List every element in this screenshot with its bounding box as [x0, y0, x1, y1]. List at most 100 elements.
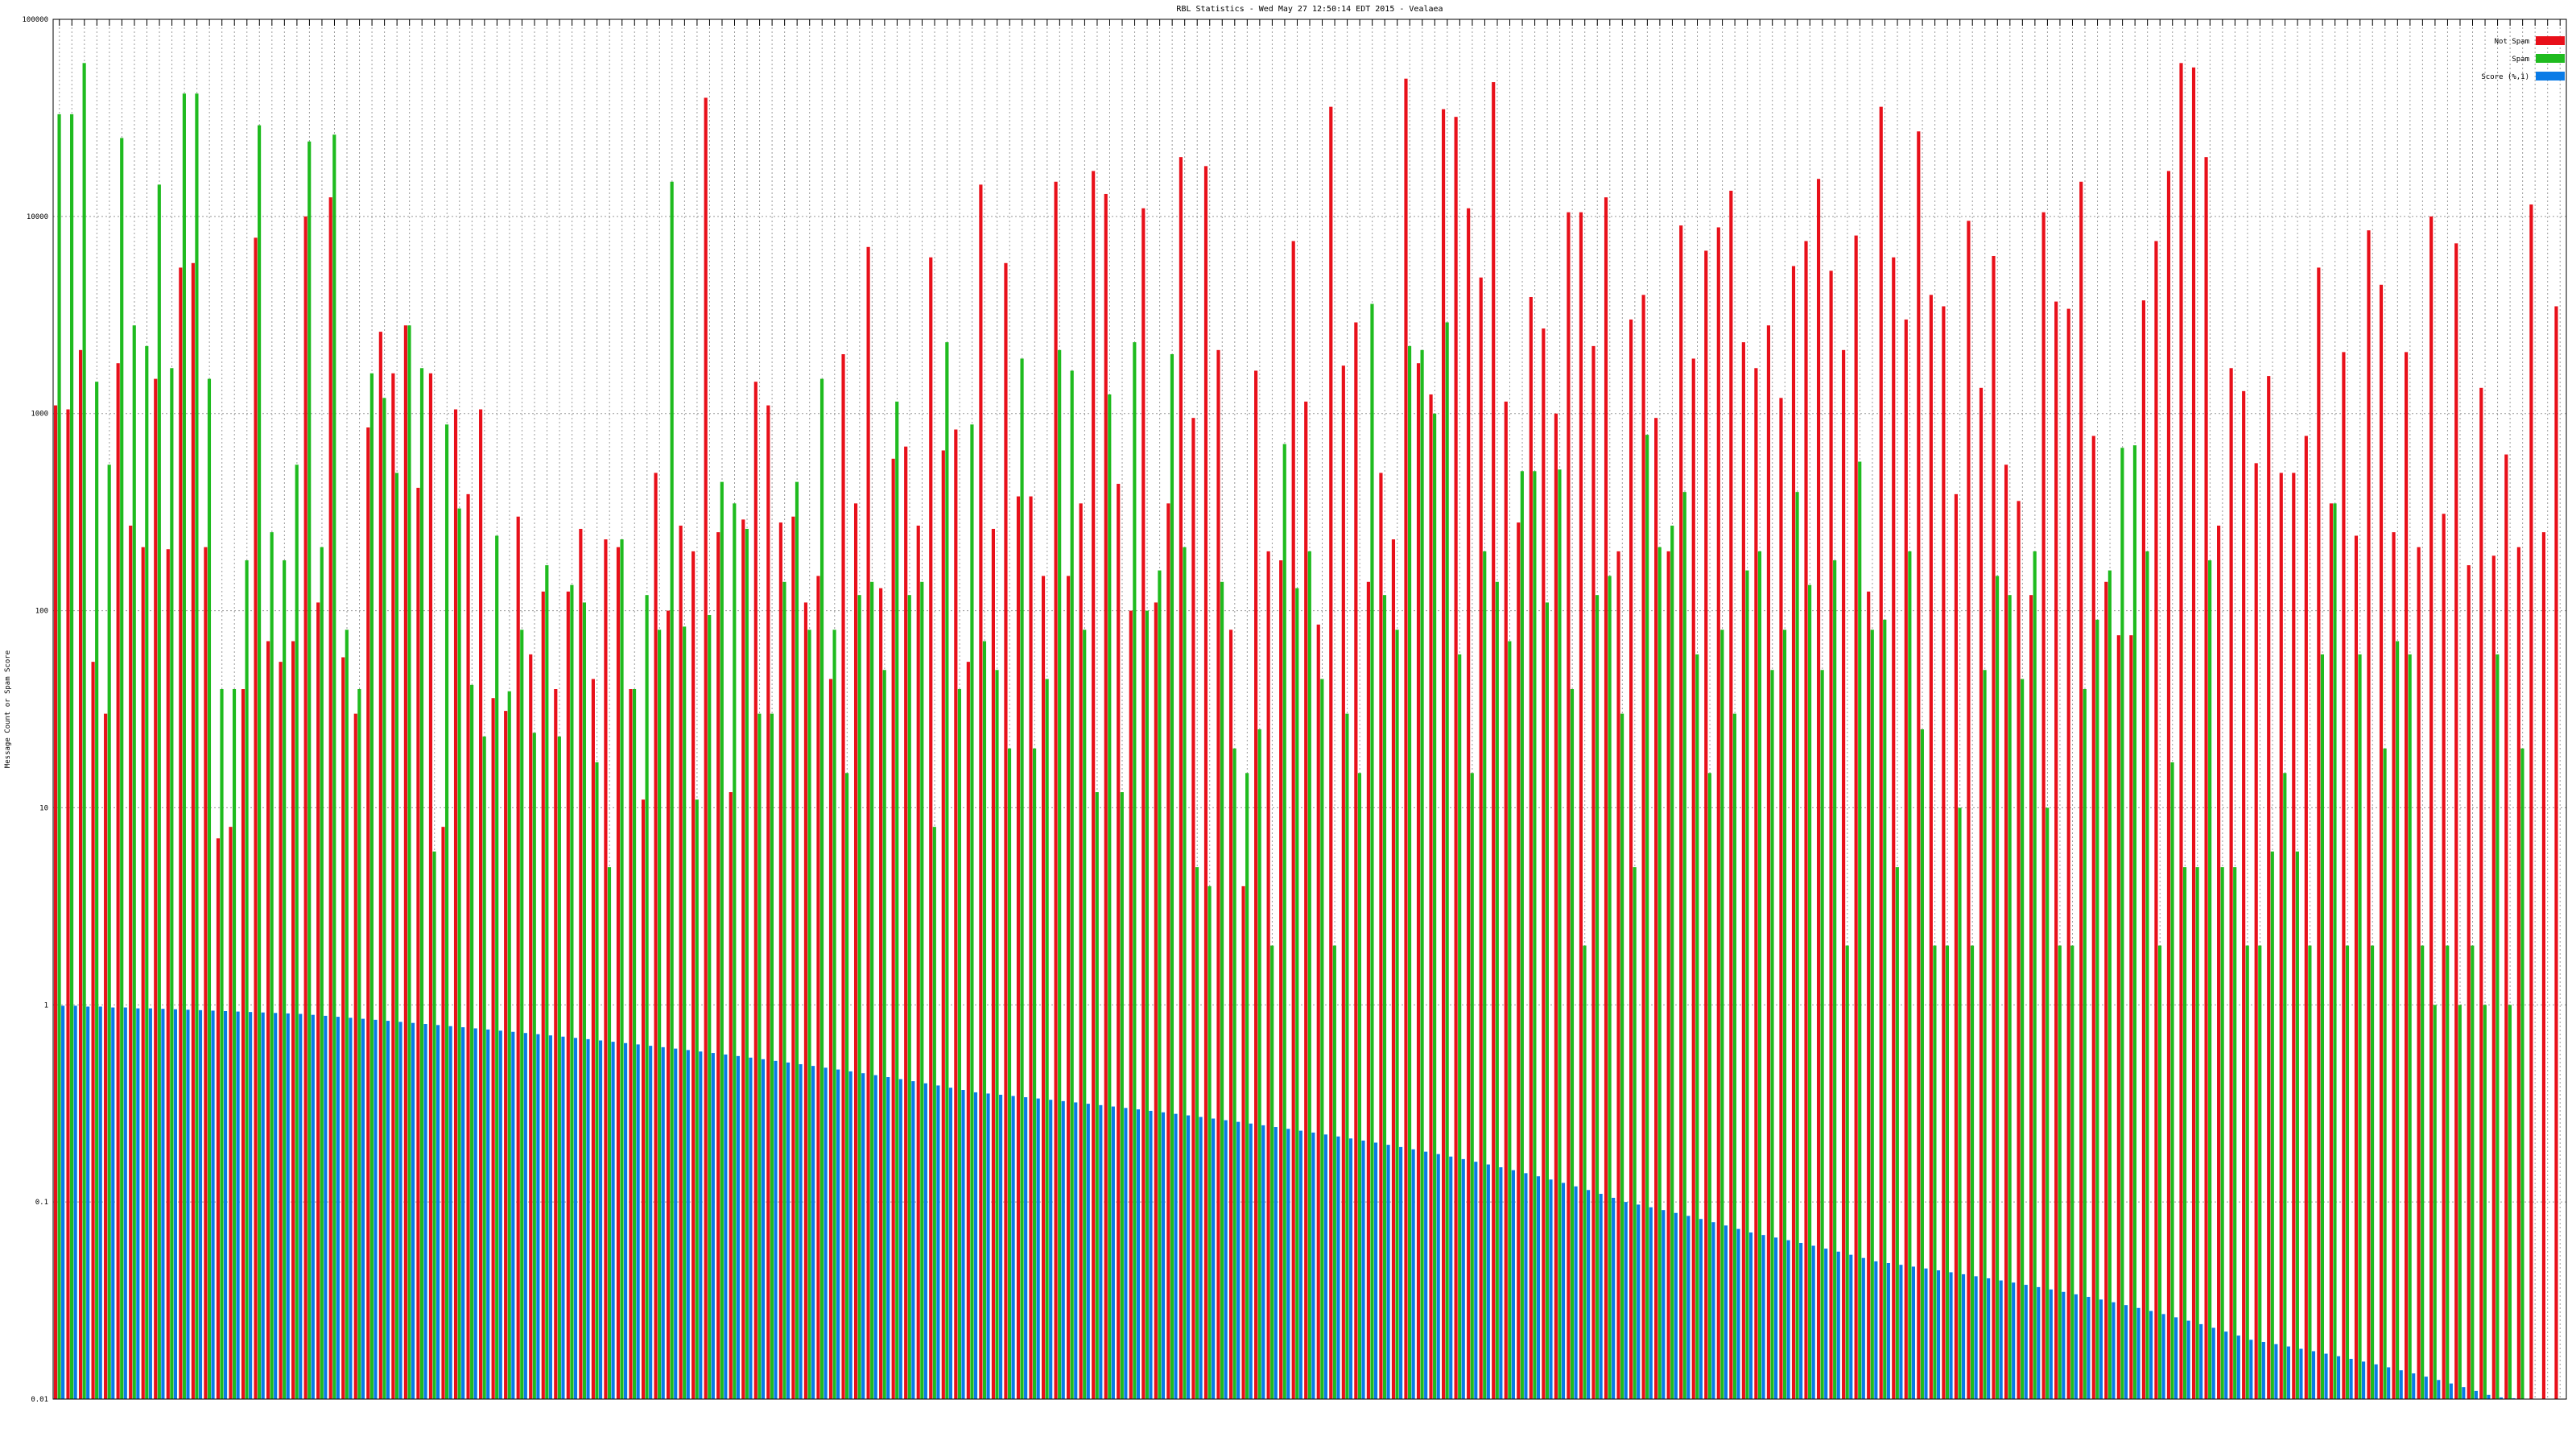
bar-spam — [1232, 748, 1236, 1399]
bar-not-spam — [1391, 539, 1396, 1399]
bar-not-spam — [766, 405, 770, 1399]
bar-not-spam — [1291, 241, 1295, 1400]
bar-score-1 — [398, 1022, 402, 1399]
bar-score-1 — [1637, 1204, 1641, 1399]
bar-score-1 — [573, 1038, 578, 1399]
bar-score-1 — [1348, 1138, 1353, 1399]
bar-not-spam — [991, 528, 996, 1400]
bar-not-spam — [2529, 204, 2533, 1399]
bar-not-spam — [1842, 349, 1846, 1399]
bar-score-1 — [286, 1013, 290, 1399]
bar-not-spam — [1104, 193, 1108, 1400]
bar-score-1 — [2087, 1297, 2091, 1399]
bar-spam — [2033, 551, 2037, 1399]
bar-score-1 — [598, 1040, 603, 1399]
bar-spam — [570, 584, 574, 1399]
bar-not-spam — [1579, 212, 1583, 1399]
bar-spam — [795, 481, 799, 1399]
bar-not-spam — [791, 516, 795, 1399]
bar-spam — [220, 689, 224, 1399]
bar-not-spam — [2017, 501, 2021, 1399]
bar-score-1 — [2124, 1305, 2128, 1399]
bar-not-spam — [716, 532, 720, 1399]
bar-spam — [2471, 945, 2475, 1399]
bar-score-1 — [1736, 1228, 1740, 1399]
bar-not-spam — [1542, 328, 1546, 1399]
bar-spam — [2008, 595, 2012, 1399]
bar-score-1 — [1474, 1162, 1478, 1399]
bar-spam — [1095, 792, 1099, 1399]
bar-score-1 — [523, 1033, 527, 1399]
bar-spam — [1595, 595, 1600, 1399]
bar-spam — [2095, 619, 2099, 1399]
bar-score-1 — [1499, 1167, 1503, 1399]
bar-score-1 — [1686, 1216, 1690, 1399]
bar-not-spam — [2254, 463, 2258, 1399]
bar-spam — [357, 689, 361, 1399]
bar-not-spam — [1079, 503, 1083, 1399]
bar-not-spam — [816, 576, 820, 1399]
bar-spam — [782, 581, 786, 1399]
bar-not-spam — [2166, 171, 2171, 1400]
bar-score-1 — [1612, 1197, 1616, 1399]
bar-spam — [1933, 945, 1937, 1399]
bar-not-spam — [2379, 284, 2384, 1400]
bar-spam — [2233, 867, 2237, 1399]
bar-not-spam — [629, 689, 633, 1399]
bar-spam — [1820, 670, 1824, 1399]
bar-not-spam — [1117, 484, 1121, 1399]
bar-spam — [720, 481, 724, 1399]
bar-score-1 — [711, 1053, 715, 1399]
bar-spam — [1183, 547, 1187, 1399]
bar-spam — [845, 773, 849, 1399]
bar-spam — [2370, 945, 2375, 1399]
bar-score-1 — [336, 1017, 340, 1399]
bar-not-spam — [566, 591, 570, 1399]
bar-not-spam — [1904, 319, 1908, 1400]
bar-not-spam — [378, 332, 382, 1399]
bar-score-1 — [1599, 1194, 1603, 1399]
bar-spam — [2070, 945, 2074, 1399]
bar-score-1 — [1874, 1261, 1878, 1399]
bar-spam — [1958, 807, 1962, 1399]
bar-spam — [2308, 945, 2312, 1399]
legend-swatch — [2536, 54, 2565, 63]
bar-not-spam — [2467, 565, 2471, 1400]
bar-spam — [520, 630, 524, 1399]
bar-score-1 — [1924, 1268, 1928, 1399]
bar-score-1 — [1049, 1100, 1053, 1399]
bar-spam — [1420, 349, 1424, 1399]
bar-score-1 — [386, 1021, 390, 1399]
bar-not-spam — [2279, 473, 2283, 1400]
bar-not-spam — [1228, 630, 1233, 1399]
bar-spam — [895, 401, 899, 1399]
bar-spam — [1282, 444, 1286, 1400]
bar-spam — [595, 762, 599, 1399]
bar-score-1 — [1311, 1132, 1315, 1399]
bar-not-spam — [1504, 401, 1508, 1399]
bar-spam — [95, 382, 99, 1400]
bar-spam — [2182, 867, 2187, 1399]
bar-not-spam — [1804, 241, 1808, 1400]
bar-not-spam — [1917, 131, 1921, 1400]
bar-spam — [1407, 345, 1412, 1400]
bar-not-spam — [654, 473, 658, 1400]
bar-not-spam — [1054, 181, 1058, 1399]
bar-spam — [1307, 551, 1311, 1399]
bar-score-1 — [2286, 1346, 2290, 1399]
bar-spam — [1433, 413, 1437, 1399]
bar-score-1 — [98, 1006, 102, 1399]
bar-score-1 — [1161, 1112, 1166, 1399]
chart-title: RBL Statistics - Wed May 27 12:50:14 EDT… — [1176, 5, 1443, 14]
bar-score-1 — [886, 1077, 890, 1399]
bar-not-spam — [1616, 551, 1620, 1399]
bar-spam — [2446, 945, 2450, 1399]
bar-spam — [1720, 630, 1724, 1399]
bar-score-1 — [1936, 1270, 1941, 1399]
bar-score-1 — [1761, 1235, 1765, 1399]
bar-not-spam — [853, 503, 858, 1399]
bar-spam — [2358, 654, 2362, 1399]
bar-score-1 — [448, 1026, 452, 1399]
bar-spam — [157, 184, 161, 1400]
bar-not-spam — [1954, 493, 1958, 1400]
